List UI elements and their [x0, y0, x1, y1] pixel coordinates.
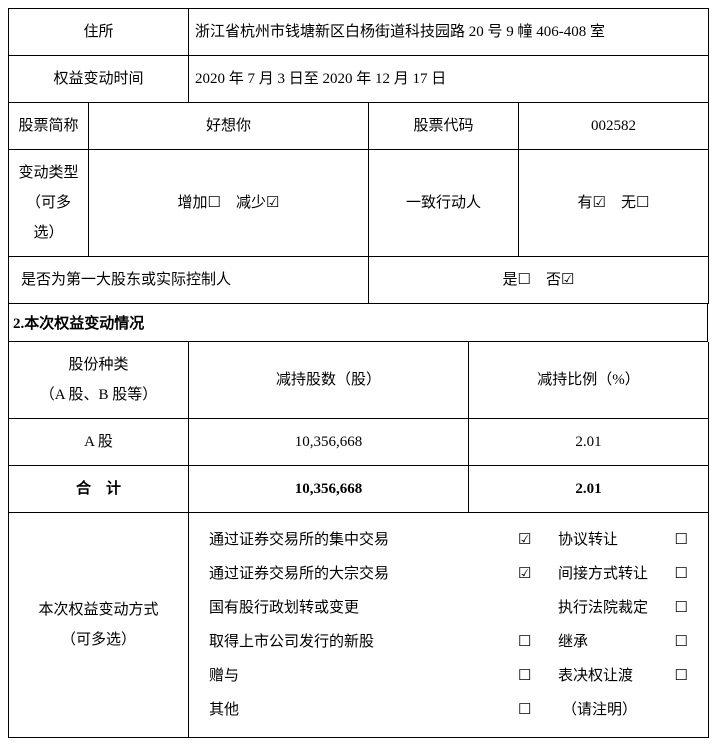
method-right-check: ☐ [668, 525, 688, 555]
change-table: 股份种类 （A 股、B 股等） 减持股数（股） 减持比例（%） A 股 10,3… [8, 342, 709, 738]
method-right-check: ☐ [668, 559, 688, 589]
method-right-label: 间接方式转让 [558, 559, 668, 589]
method-left-label: 取得上市公司发行的新股 [209, 627, 518, 657]
first-shareholder-label: 是否为第一大股东或实际控制人 [9, 257, 369, 304]
decrease-option: 减少☑ [236, 195, 279, 211]
first-no: 否☑ [546, 272, 574, 288]
method-left-label: 其他 [209, 695, 518, 725]
section2-title: 2.本次权益变动情况 [8, 304, 708, 342]
method-left-label: 通过证券交易所的大宗交易 [209, 559, 518, 589]
cell-ratio-0: 2.01 [469, 419, 709, 466]
row-first-shareholder: 是否为第一大股东或实际控制人 是☐ 否☑ [9, 257, 709, 304]
method-right-label: 协议转让 [558, 525, 668, 555]
header-share-type-2: （A 股、B 股等） [15, 380, 182, 410]
time-label: 权益变动时间 [9, 56, 189, 103]
method-left-check: ☐ [518, 661, 558, 691]
cell-ratio-1: 2.01 [469, 466, 709, 513]
change-type-label-1: 变动类型 [15, 158, 82, 188]
data-row-a: A 股 10,356,668 2.01 [9, 419, 709, 466]
method-left-label: 国有股行政划转或变更 [209, 593, 518, 623]
cell-shares-1: 10,356,668 [189, 466, 469, 513]
header-reduce-shares: 减持股数（股） [189, 342, 469, 419]
method-item-5: 其他☐（请注明） [209, 693, 688, 727]
stock-code-value: 002582 [519, 103, 709, 150]
stock-code-label: 股票代码 [369, 103, 519, 150]
method-label: 本次权益变动方式 （可多选） [9, 513, 189, 738]
change-type-label-2: （可多选） [15, 188, 82, 248]
row-method: 本次权益变动方式 （可多选） 通过证券交易所的集中交易☑协议转让☐通过证券交易所… [9, 513, 709, 738]
change-header-row: 股份种类 （A 股、B 股等） 减持股数（股） 减持比例（%） [9, 342, 709, 419]
method-item-1: 通过证券交易所的大宗交易☑间接方式转让☐ [209, 557, 688, 591]
row-address: 住所 浙江省杭州市钱塘新区白杨街道科技园路 20 号 9 幢 406-408 室 [9, 9, 709, 56]
method-item-2: 国有股行政划转或变更 执行法院裁定☐ [209, 591, 688, 625]
method-right-check: ☐ [668, 593, 688, 623]
stock-name-value: 好想你 [89, 103, 369, 150]
concert-label: 一致行动人 [369, 150, 519, 257]
header-share-type: 股份种类 （A 股、B 股等） [9, 342, 189, 419]
method-right-check: ☐ [668, 627, 688, 657]
address-value: 浙江省杭州市钱塘新区白杨街道科技园路 20 号 9 幢 406-408 室 [189, 9, 709, 56]
method-right-check: ☐ [668, 661, 688, 691]
method-left-check: ☐ [518, 695, 558, 725]
concert-options: 有☑ 无☐ [519, 150, 709, 257]
method-item-4: 赠与☐表决权让渡☐ [209, 659, 688, 693]
method-left-label: 赠与 [209, 661, 518, 691]
concert-yes: 有☑ [578, 195, 606, 211]
row-change-type: 变动类型 （可多选） 增加☐ 减少☑ 一致行动人 有☑ 无☐ [9, 150, 709, 257]
stock-name-label: 股票简称 [9, 103, 89, 150]
time-value: 2020 年 7 月 3 日至 2020 年 12 月 17 日 [189, 56, 709, 103]
cell-type-1: 合 计 [9, 466, 189, 513]
header-reduce-ratio: 减持比例（%） [469, 342, 709, 419]
method-item-3: 取得上市公司发行的新股☐继承☐ [209, 625, 688, 659]
method-left-check: ☐ [518, 627, 558, 657]
data-row-total: 合 计 10,356,668 2.01 [9, 466, 709, 513]
address-label: 住所 [9, 9, 189, 56]
cell-type-0: A 股 [9, 419, 189, 466]
change-type-label: 变动类型 （可多选） [9, 150, 89, 257]
method-label-2: （可多选） [15, 625, 182, 655]
method-right-label: 执行法院裁定 [558, 593, 668, 623]
change-type-options: 增加☐ 减少☑ [89, 150, 369, 257]
increase-option: 增加☐ [178, 195, 221, 211]
method-right-label: （请注明） [558, 695, 668, 725]
info-table: 住所 浙江省杭州市钱塘新区白杨街道科技园路 20 号 9 幢 406-408 室… [8, 8, 709, 304]
method-right-label: 继承 [558, 627, 668, 657]
row-time: 权益变动时间 2020 年 7 月 3 日至 2020 年 12 月 17 日 [9, 56, 709, 103]
method-left-check: ☑ [518, 525, 558, 555]
method-right-label: 表决权让渡 [558, 661, 668, 691]
method-label-1: 本次权益变动方式 [15, 595, 182, 625]
method-item-0: 通过证券交易所的集中交易☑协议转让☐ [209, 523, 688, 557]
row-stock: 股票简称 好想你 股票代码 002582 [9, 103, 709, 150]
first-shareholder-options: 是☐ 否☑ [369, 257, 709, 304]
concert-no: 无☐ [621, 195, 649, 211]
method-left-check: ☑ [518, 559, 558, 589]
first-yes: 是☐ [503, 272, 531, 288]
header-share-type-1: 股份种类 [15, 350, 182, 380]
method-left-label: 通过证券交易所的集中交易 [209, 525, 518, 555]
method-options: 通过证券交易所的集中交易☑协议转让☐通过证券交易所的大宗交易☑间接方式转让☐国有… [189, 513, 709, 738]
cell-shares-0: 10,356,668 [189, 419, 469, 466]
